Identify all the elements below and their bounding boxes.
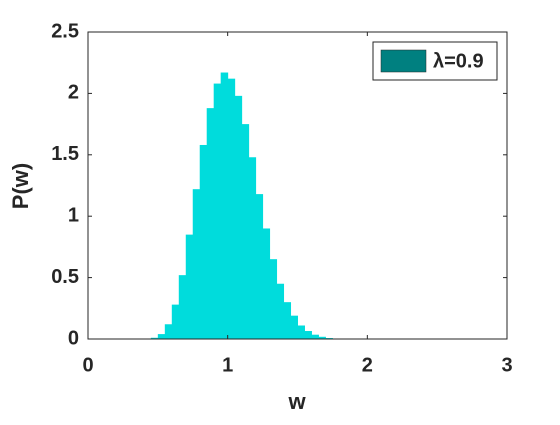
bar: [235, 96, 242, 339]
bar: [172, 305, 179, 339]
y-tick-label: 1.5: [51, 143, 79, 165]
legend-label: λ=0.9: [433, 50, 484, 72]
legend-swatch: [381, 50, 426, 72]
x-tick-label: 3: [501, 354, 512, 376]
y-tick-label: 0.5: [51, 266, 79, 288]
y-tick-label: 2: [68, 82, 79, 104]
x-axis-label: w: [287, 389, 306, 414]
bar: [221, 73, 228, 339]
bar: [179, 275, 186, 339]
legend: λ=0.9: [373, 42, 497, 80]
bar: [200, 145, 207, 339]
y-tick-label: 0: [68, 327, 79, 349]
bar: [298, 325, 305, 339]
bar: [277, 284, 284, 339]
bar: [249, 157, 256, 339]
y-tick-label: 1: [68, 204, 79, 226]
x-tick-label: 0: [82, 354, 93, 376]
x-tick-label: 1: [222, 354, 233, 376]
bar: [256, 194, 263, 339]
bar: [242, 124, 249, 339]
bar: [291, 316, 298, 339]
x-tick-label: 2: [362, 354, 373, 376]
y-tick-label: 2.5: [51, 20, 79, 42]
bar: [214, 84, 221, 339]
bar: [284, 302, 291, 339]
bar: [263, 228, 270, 339]
bar: [165, 324, 172, 339]
bar: [228, 79, 235, 339]
bar: [311, 335, 318, 339]
y-axis-label: P(w): [8, 163, 33, 209]
bar: [186, 235, 193, 339]
bar: [270, 259, 277, 339]
bar: [193, 189, 200, 339]
bar: [207, 108, 214, 339]
bar: [304, 331, 311, 339]
bar: [158, 334, 165, 339]
